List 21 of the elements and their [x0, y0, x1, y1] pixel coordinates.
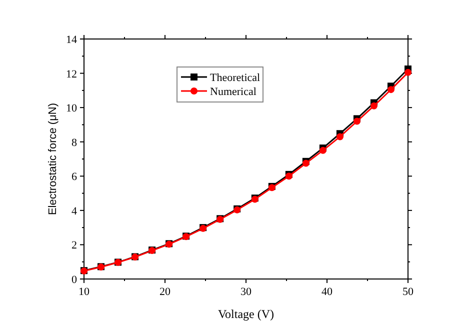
- point: [387, 86, 394, 94]
- x-tick-label: 40: [322, 286, 333, 298]
- point: [336, 133, 344, 140]
- x-tick-label: 50: [402, 286, 414, 298]
- y-tick-label: 12: [66, 68, 77, 80]
- point: [353, 118, 360, 125]
- x-tick-label: 30: [240, 286, 252, 298]
- y-axis-title: Electrostatic force (μN): [47, 102, 59, 216]
- y-tick-label: 6: [72, 171, 78, 184]
- y-tick-label: 8: [72, 136, 78, 149]
- y-tick-label: 10: [66, 102, 78, 115]
- point: [370, 102, 378, 110]
- y-tick-label: 4: [72, 205, 78, 218]
- x-tick-label: 20: [160, 286, 171, 298]
- y-tick-label: 0: [72, 274, 78, 286]
- y-tick-label: 14: [66, 34, 78, 46]
- y-tick-label: 2: [72, 240, 77, 252]
- x-axis-title: Voltage (V): [218, 307, 274, 321]
- legend-label: Numerical: [210, 86, 256, 98]
- legend-label: Theoretical: [210, 72, 260, 84]
- point: [404, 68, 412, 76]
